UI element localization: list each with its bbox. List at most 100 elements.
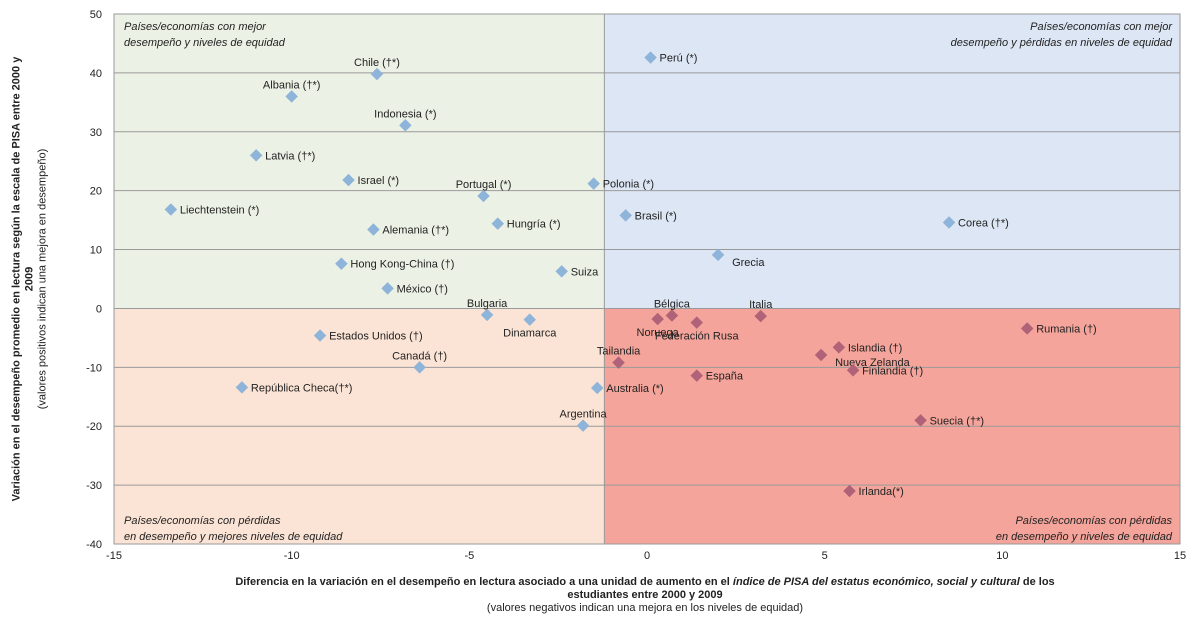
data-point-marker [644, 51, 657, 64]
data-point-label: Bélgica [654, 299, 691, 311]
data-point-label: Corea (†*) [958, 217, 1009, 229]
data-point-label: Bulgaria [467, 298, 508, 310]
data-point-label: Perú (*) [660, 53, 698, 65]
y-tick-label: -20 [86, 421, 102, 433]
data-point-marker [690, 316, 704, 329]
x-axis-title-line1: Diferencia en la variación en el desempe… [110, 576, 1180, 589]
data-point-marker [665, 309, 679, 322]
y-axis-subtitle: (valores positivos indican una mejora en… [36, 148, 49, 410]
data-point-marker [1020, 322, 1034, 335]
data-point-label: Alemania (†*) [382, 225, 449, 237]
x-tick-label: 15 [1174, 550, 1186, 562]
data-point-marker [313, 329, 327, 342]
data-point-label: Tailandia [597, 346, 641, 358]
quadrant-caption-bottom-right: en desempeño y niveles de equidad [996, 531, 1173, 543]
data-point-marker [477, 189, 490, 203]
data-point-label: Indonesia (*) [374, 108, 436, 120]
x-axis-title-line2: estudiantes entre 2000 y 2009 [567, 589, 723, 601]
y-tick-label: 30 [90, 127, 102, 139]
x-tick-label: 5 [822, 550, 828, 562]
data-point-marker [413, 360, 426, 374]
data-point-label: Hong Kong-China (†) [350, 259, 454, 271]
quadrant-top-left [114, 14, 605, 309]
data-point-marker [843, 484, 856, 498]
quadrant-caption-top-left: Países/economías con mejor [124, 21, 267, 33]
data-point-marker [832, 340, 846, 354]
data-point-marker [942, 216, 956, 229]
x-tick-label: 10 [996, 550, 1008, 562]
quadrant-caption-bottom-left: en desempeño y mejores niveles de equida… [124, 531, 343, 543]
data-point-label: Brasil (*) [635, 210, 677, 222]
data-point-label: Suiza [571, 266, 599, 278]
x-tick-label: -5 [464, 550, 474, 562]
data-point-label: Islandia (†) [848, 342, 902, 354]
x-tick-label: -10 [284, 550, 300, 562]
data-point-marker [711, 248, 725, 262]
data-point-label: República Checa(†*) [251, 382, 352, 394]
data-point-marker [335, 257, 348, 271]
data-point-marker [370, 67, 384, 81]
data-point-label: Chile (†*) [354, 57, 400, 69]
y-axis-title-container: Variación en el desempeño promedio en le… [0, 14, 60, 544]
data-point-marker [612, 356, 625, 369]
data-point-marker [523, 313, 537, 326]
y-tick-label: -10 [86, 362, 102, 374]
data-point-marker [164, 203, 178, 216]
data-point-marker [480, 308, 494, 322]
data-point-marker [555, 264, 569, 278]
data-point-marker [619, 209, 633, 222]
y-tick-label: 40 [90, 68, 102, 80]
x-axis-subtitle: (valores negativos indican una mejora en… [486, 602, 804, 614]
data-point-label: Italia [749, 299, 773, 311]
y-axis-title-line2: 2009 [23, 266, 36, 292]
y-tick-label: -30 [86, 480, 102, 492]
y-tick-label: 20 [90, 186, 102, 198]
data-point-label: Hungría (*) [507, 219, 561, 231]
data-point-label: Estados Unidos (†) [329, 331, 423, 343]
data-point-marker [399, 118, 412, 132]
quadrant-caption-bottom-right: Países/economías con pérdidas [1015, 515, 1172, 527]
x-axis-title-italic: índice de PISA del estatus económico, so… [732, 576, 1020, 588]
data-point-marker [651, 312, 665, 326]
data-point-marker [367, 223, 380, 236]
x-tick-label: 0 [644, 550, 650, 562]
data-point-label: Polonia (*) [603, 179, 654, 191]
data-point-marker [285, 90, 299, 103]
quadrant-caption-top-left: desempeño y niveles de equidad [124, 37, 286, 49]
plot-border [113, 13, 1181, 545]
data-point-marker [235, 381, 249, 394]
data-point-label: Finlandia (†) [862, 365, 923, 377]
y-axis-title-line1: Variación en el desempeño promedio en le… [10, 56, 23, 502]
x-axis-title: Diferencia en la variación en el desempe… [110, 576, 1180, 615]
data-point-label: Dinamarca [503, 328, 557, 340]
y-tick-label: 50 [90, 9, 102, 21]
data-point-label: Suecia (†*) [930, 415, 984, 427]
data-point-marker [690, 369, 704, 382]
y-tick-label: 0 [96, 303, 102, 315]
data-point-marker [587, 177, 601, 190]
y-tick-label: -40 [86, 539, 102, 551]
data-point-marker [754, 309, 768, 323]
data-point-marker [590, 381, 604, 395]
data-point-label: Rumania (†) [1036, 323, 1097, 335]
data-point-marker [381, 282, 394, 295]
data-point-label: México (†) [397, 283, 448, 295]
data-point-marker [814, 348, 828, 362]
data-point-marker [249, 148, 263, 162]
x-axis-title-pre: Diferencia en la variación en el desempe… [235, 576, 733, 588]
x-axis-title-post: de los [1019, 576, 1055, 588]
data-point-label: Latvia (†*) [265, 150, 315, 162]
data-point-label: Canadá (†) [392, 350, 447, 362]
quadrant-top-right [604, 14, 1180, 309]
quadrant-caption-bottom-left: Países/economías con pérdidas [124, 515, 281, 527]
data-point-label: Grecia [732, 257, 765, 269]
data-point-label: Federación Rusa [655, 331, 740, 343]
data-point-label: Portugal (*) [456, 179, 512, 191]
data-point-marker [491, 217, 505, 230]
y-tick-label: 10 [90, 245, 102, 257]
data-point-label: Australia (*) [606, 383, 663, 395]
data-point-label: España [706, 371, 744, 383]
data-point-marker [576, 419, 590, 432]
x-tick-label: -15 [106, 550, 122, 562]
